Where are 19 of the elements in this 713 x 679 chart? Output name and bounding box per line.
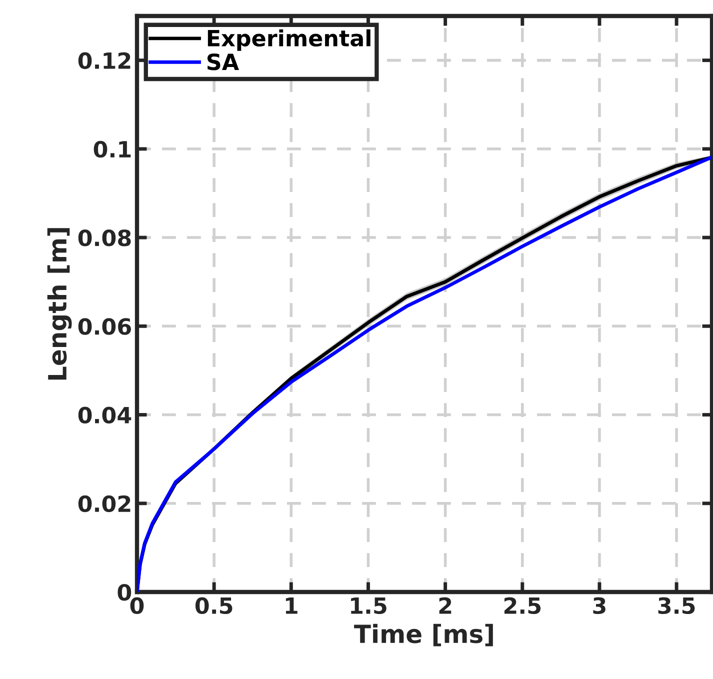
- legend-label: SA: [207, 53, 239, 70]
- x-tick-label: 2: [439, 597, 452, 614]
- x-tick-label: 0: [130, 597, 144, 614]
- y-tick-label: 0.06: [78, 318, 131, 335]
- y-tick-label: 0.08: [78, 229, 131, 246]
- x-tick-label: 1: [286, 598, 298, 614]
- y-tick-label: 0.12: [78, 52, 130, 70]
- x-tick-label: 1.5: [351, 598, 386, 614]
- y-tick-label: 0: [118, 584, 132, 601]
- x-tick-label: 3.5: [658, 597, 695, 614]
- y-axis-title: Length [m]: [47, 228, 72, 380]
- y-tick-label: 0.04: [78, 406, 132, 424]
- x-tick-label: 0.5: [195, 597, 232, 614]
- y-tick-label: 0.1: [94, 140, 131, 158]
- x-tick-label: 2.5: [504, 597, 541, 614]
- x-axis-title: Time [ms]: [354, 624, 493, 646]
- x-tick-label: 3: [593, 597, 606, 614]
- y-tick-label: 0.02: [78, 495, 130, 512]
- legend-label: Experimental: [208, 29, 370, 51]
